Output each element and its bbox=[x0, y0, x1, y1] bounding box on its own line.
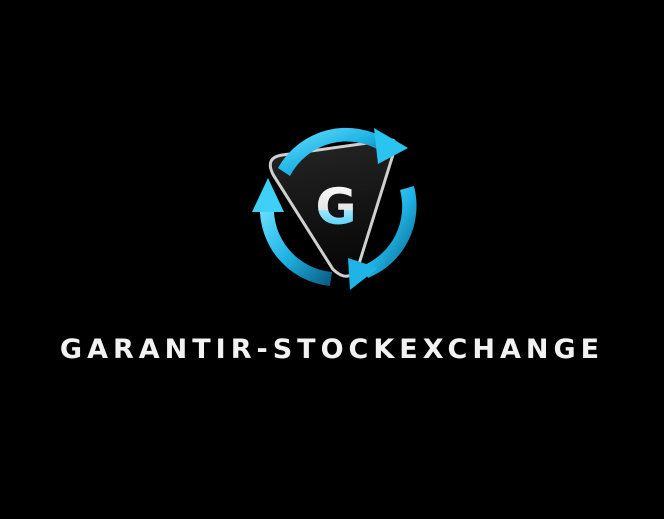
arrow-head-right bbox=[348, 258, 378, 290]
brand-name: GARANTIR-STOCKEXCHANGE bbox=[59, 334, 605, 365]
arrow-arc-left bbox=[259, 204, 332, 286]
arrow-head-left bbox=[252, 178, 284, 212]
arrow-head-top bbox=[374, 128, 408, 164]
circular-arrows-shield-logo-icon: G bbox=[252, 127, 417, 290]
arrow-arc-top bbox=[278, 127, 388, 176]
arrow-arc-right bbox=[362, 186, 417, 278]
logo-letter: G bbox=[315, 178, 356, 236]
